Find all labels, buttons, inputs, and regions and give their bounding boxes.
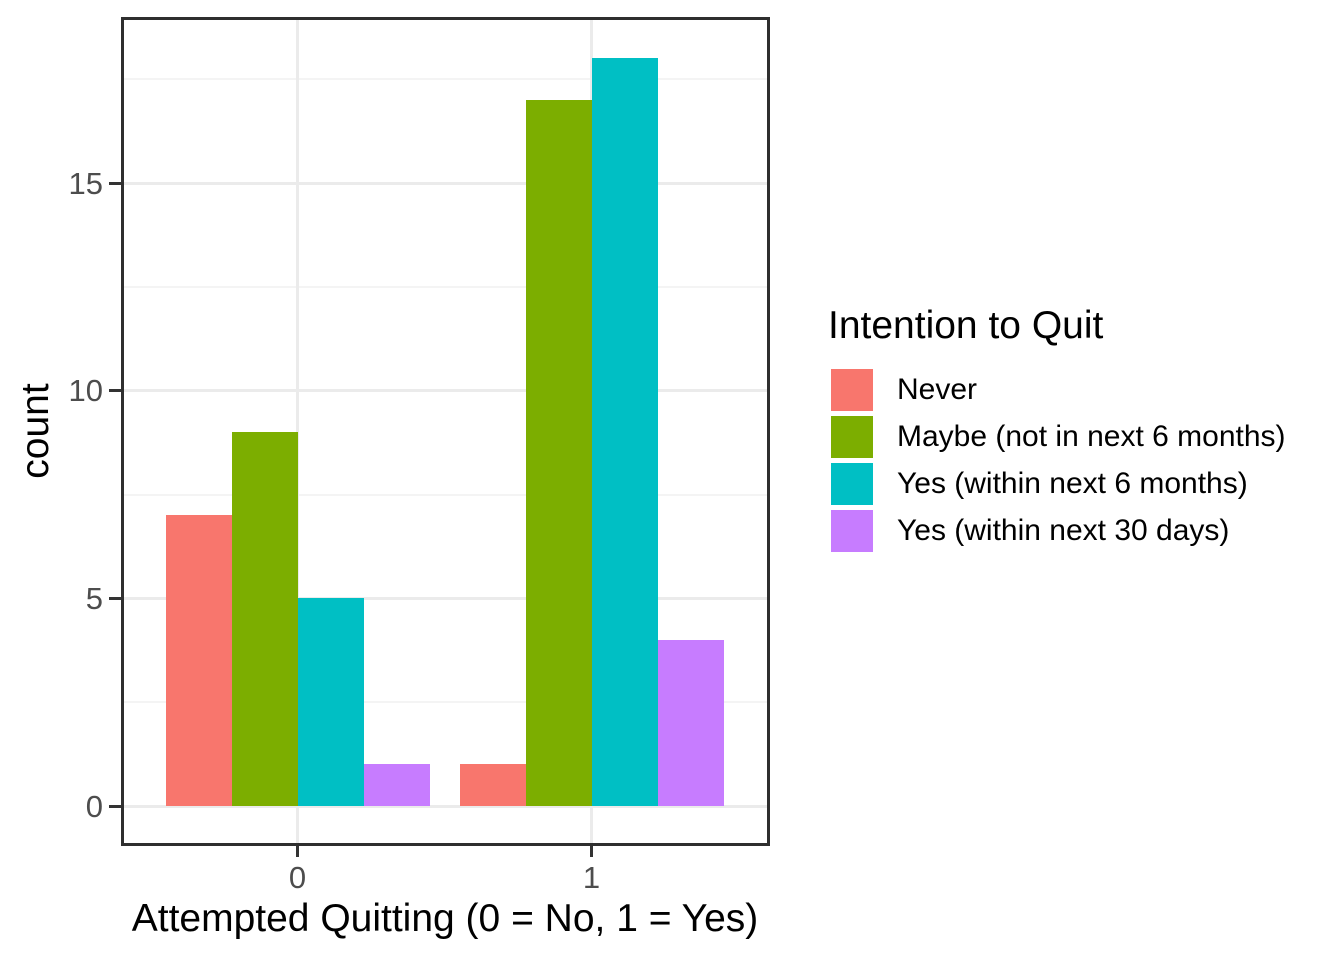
gridline-minor-horizontal bbox=[122, 493, 768, 496]
bar bbox=[165, 515, 232, 806]
y-axis-tick-label: 5 bbox=[85, 580, 103, 616]
y-axis-title: count bbox=[14, 383, 57, 479]
legend-item-label: Yes (within next 6 months) bbox=[897, 467, 1248, 500]
legend-item: Yes (within next 6 months) bbox=[831, 463, 1286, 505]
legend-item-label: Maybe (not in next 6 months) bbox=[897, 420, 1286, 453]
gridline-major-vertical bbox=[296, 18, 299, 844]
x-axis-tick-label: 0 bbox=[288, 860, 307, 895]
x-axis-tick-mark bbox=[296, 844, 299, 857]
y-axis-tick-mark bbox=[109, 596, 122, 600]
gridline-major-horizontal bbox=[122, 389, 768, 393]
gridline-major-horizontal bbox=[122, 804, 768, 808]
legend-items: Never Maybe (not in next 6 months) Yes (wi… bbox=[828, 369, 1286, 552]
y-axis-tick-mark bbox=[109, 389, 122, 393]
y-axis-tick-label: 10 bbox=[68, 373, 103, 409]
gridline-minor-horizontal bbox=[122, 78, 768, 81]
bar bbox=[591, 58, 658, 806]
legend-item-label: Never bbox=[897, 373, 978, 406]
legend-item: Never bbox=[831, 369, 1286, 411]
bar bbox=[525, 99, 592, 806]
bar bbox=[231, 432, 298, 806]
legend: Intention to Quit Never Maybe (not in nex… bbox=[828, 302, 1286, 557]
y-axis-tick-mark bbox=[109, 804, 122, 808]
legend-key-swatch bbox=[831, 463, 873, 505]
gridline-minor-horizontal bbox=[122, 701, 768, 704]
y-axis-tick-label: 15 bbox=[68, 165, 103, 201]
legend-key-swatch bbox=[831, 416, 873, 458]
bar bbox=[459, 764, 526, 806]
gridline-major-horizontal bbox=[122, 181, 768, 185]
x-axis-tick-label: 1 bbox=[582, 860, 601, 895]
gridline-major-horizontal bbox=[122, 596, 768, 600]
x-axis-title: Attempted Quitting (0 = No, 1 = Yes) bbox=[131, 897, 759, 940]
y-axis-tick-label: 0 bbox=[85, 788, 103, 824]
bar bbox=[657, 639, 724, 806]
legend-key-swatch bbox=[831, 510, 873, 552]
legend-item-label: Yes (within next 30 days) bbox=[897, 514, 1230, 547]
legend-item: Maybe (not in next 6 months) bbox=[831, 416, 1286, 458]
bar bbox=[297, 598, 364, 806]
legend-key-swatch bbox=[831, 369, 873, 411]
bar bbox=[363, 764, 430, 806]
gridline-minor-horizontal bbox=[122, 285, 768, 288]
y-axis-tick-mark bbox=[109, 181, 122, 185]
x-axis-tick-mark bbox=[590, 844, 593, 857]
legend-title: Intention to Quit bbox=[828, 304, 1104, 347]
legend-item: Yes (within next 30 days) bbox=[831, 510, 1286, 552]
